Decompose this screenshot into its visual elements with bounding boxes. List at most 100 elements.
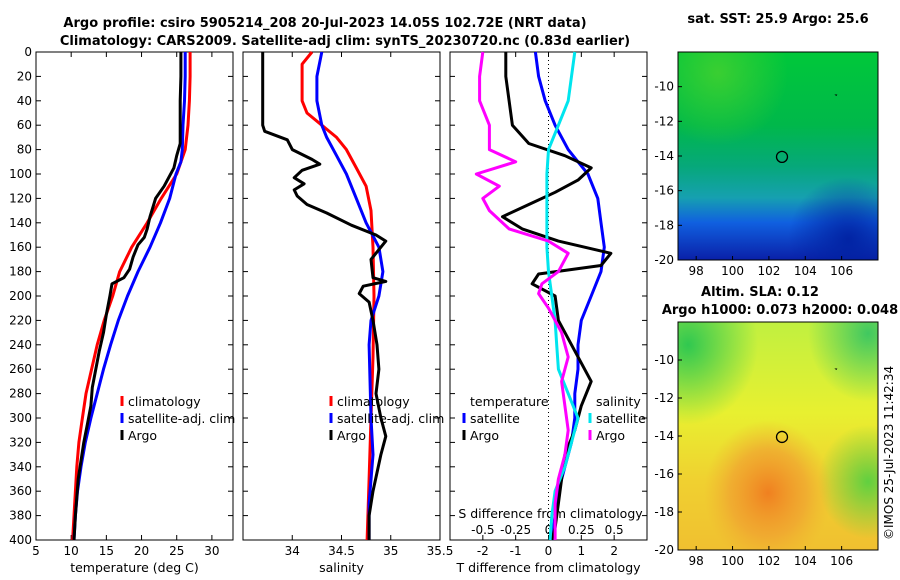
sst-map-xtick-label: 106 (830, 264, 853, 278)
sst-map-title: sat. SST: 25.9 Argo: 25.6 (687, 12, 868, 27)
sst-map-ytick-label: -18 (654, 218, 674, 232)
sst-map-ytick-label: -16 (654, 184, 674, 198)
sst-map-image (678, 52, 878, 260)
salinity-profile-frame (242, 51, 441, 541)
depth-tick-label: 400 (9, 533, 32, 547)
temperature-profile-xtick-label: 15 (99, 544, 114, 558)
depth-tick-label: 360 (9, 484, 32, 498)
depth-tick-label: 220 (9, 313, 32, 327)
temperature-profile-legend-label: climatology (128, 394, 201, 409)
altimetry-map-ytick-label: -14 (654, 429, 674, 443)
difference-profile-xtick-label: 2 (610, 544, 618, 558)
difference-profile-sal-tick-label: 0.25 (568, 523, 595, 537)
depth-tick-label: 260 (9, 362, 32, 376)
altimetry-map-argo-location-marker (775, 430, 789, 444)
depth-tick-label: 60 (17, 118, 32, 132)
temperature-profile-series-1 (72, 52, 187, 541)
altimetry-map-xtick-label: 98 (689, 554, 704, 568)
salinity-profile-xtick-label: 34.5 (328, 544, 355, 558)
temperature-profile-xtick-label: 5 (32, 544, 40, 558)
sst-map-ytick-label: -14 (654, 149, 674, 163)
figure-title-line1: Argo profile: csiro 5905214_208 20-Jul-2… (63, 16, 586, 31)
salinity-profile-xtick-label: 34 (285, 544, 300, 558)
temperature-profile-xtick-label: 20 (134, 544, 149, 558)
difference-profile-xtick-label: -1 (510, 544, 522, 558)
depth-tick-label: 0 (24, 45, 32, 59)
temperature-profile-series-0 (71, 52, 192, 541)
figure-title-line2: Climatology: CARS2009. Satellite-adj cli… (60, 34, 630, 49)
salinity-profile-xtick-label: 35.5 (427, 544, 454, 558)
temperature-profile-legend-label: satellite-adj. clim (128, 411, 235, 426)
altimetry-map-xtick-label: 106 (830, 554, 853, 568)
difference-profile-sal-tick-label: -0.25 (500, 523, 531, 537)
altimetry-map-subtitle: Argo h1000: 0.073 h2000: 0.048 (662, 303, 898, 318)
difference-profile-xtick-label: 0 (545, 544, 553, 558)
difference-profile-series-3 (474, 51, 570, 540)
sst-map-xtick-label: 102 (757, 264, 780, 278)
salinity-profile-series-2 (261, 52, 388, 540)
difference-profile-series-2 (545, 51, 580, 541)
salinity-legend-label: Argo (596, 428, 625, 443)
depth-tick-label: 200 (9, 289, 32, 303)
depth-tick-label: 340 (9, 460, 32, 474)
sst-map-ytick-label: -12 (654, 114, 674, 128)
temperature-profile-frame (35, 51, 234, 541)
depth-tick-label: 380 (9, 509, 32, 523)
difference-profile-series-1 (501, 52, 613, 541)
depth-tick-label: 20 (17, 69, 32, 83)
salinity-legend-header: salinity (596, 394, 641, 409)
difference-profile-sal-tick-label: 0.5 (605, 523, 624, 537)
depth-tick-label: 140 (9, 216, 32, 230)
temperature-legend-header: temperature (470, 394, 549, 409)
altimetry-map-image (678, 322, 878, 550)
altimetry-map-ytick-label: -20 (654, 543, 674, 557)
difference-profile-series-0 (533, 51, 606, 541)
depth-tick-label: 40 (17, 94, 32, 108)
sst-map-ytick-label: -20 (654, 253, 674, 267)
altimetry-map-ytick-label: -18 (654, 505, 674, 519)
sst-map-island-mark (834, 94, 838, 96)
depth-tick-label: 120 (9, 191, 32, 205)
difference-profile-sal-tick-label: -0.5 (471, 523, 494, 537)
altimetry-map-xtick-label: 104 (794, 554, 817, 568)
sst-map-xtick-label: 100 (721, 264, 744, 278)
altimetry-map-title: Altim. SLA: 0.12 (701, 285, 819, 300)
difference-profile-xtick-label: -2 (477, 544, 489, 558)
temperature-profile-xtick-label: 10 (64, 544, 79, 558)
sst-map-argo-location-marker (775, 150, 789, 164)
altimetry-map-ytick-label: -10 (654, 353, 674, 367)
depth-tick-label: 180 (9, 265, 32, 279)
depth-tick-label: 240 (9, 338, 32, 352)
difference-profile-xlabel: T difference from climatology (455, 560, 641, 575)
salinity-profile-legend-label: satellite-adj. clim (337, 411, 444, 426)
salinity-profile-legend-label: Argo (337, 428, 366, 443)
temperature-profile-series-2 (72, 52, 183, 541)
depth-tick-label: 80 (17, 143, 32, 157)
altimetry-map-ytick-label: -16 (654, 467, 674, 481)
temperature-legend-label: satellite (470, 411, 520, 426)
difference-profile-sal-tick-label: 0 (545, 523, 553, 537)
copyright-text: ©IMOS 25-Jul-2023 11:42:34 (882, 366, 896, 540)
depth-tick-label: 300 (9, 411, 32, 425)
sst-map-xtick-label: 98 (689, 264, 704, 278)
temperature-profile-xtick-label: 25 (169, 544, 184, 558)
altimetry-map-ytick-label: -12 (654, 391, 674, 405)
difference-profile-xtick-label: 1 (578, 544, 586, 558)
depth-tick-label: 100 (9, 167, 32, 181)
salinity-profile-xlabel: salinity (319, 560, 364, 575)
temperature-profile-xtick-label: 30 (204, 544, 219, 558)
salinity-legend-label: satellite (596, 411, 646, 426)
salinity-profile-xtick-label: 35 (383, 544, 398, 558)
temperature-profile-xlabel: temperature (deg C) (70, 560, 199, 575)
salinity-profile-series-0 (300, 51, 376, 541)
temperature-legend-label: Argo (470, 428, 499, 443)
salinity-profile-legend-label: climatology (337, 394, 410, 409)
sst-map-ytick-label: -10 (654, 80, 674, 94)
altimetry-map-xtick-label: 102 (757, 554, 780, 568)
altimetry-map-xtick-label: 100 (721, 554, 744, 568)
depth-tick-label: 160 (9, 240, 32, 254)
depth-tick-label: 320 (9, 435, 32, 449)
depth-tick-label: 280 (9, 387, 32, 401)
